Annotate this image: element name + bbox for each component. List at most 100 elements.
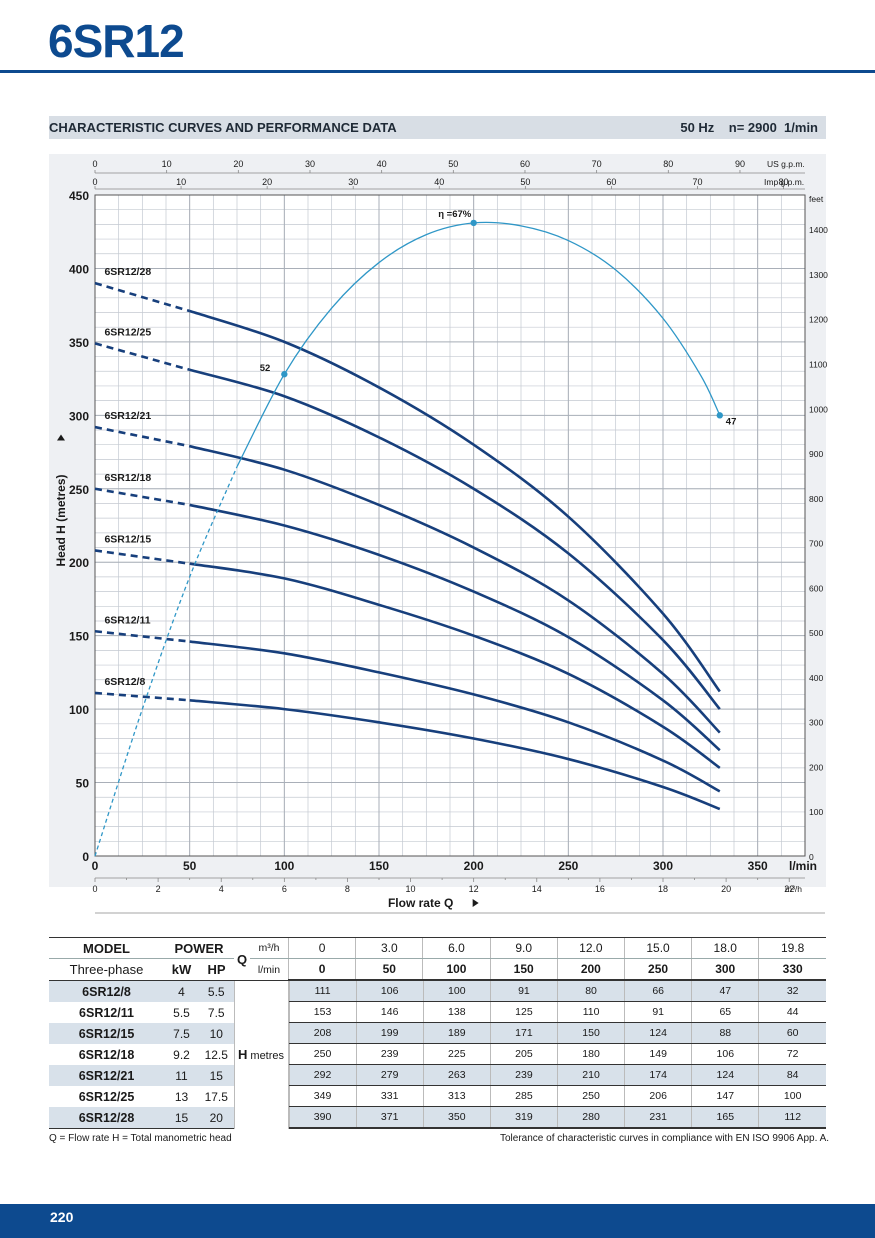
- feet-tick-label: 1200: [809, 315, 828, 325]
- head-value-cell: 174: [624, 1065, 692, 1086]
- head-value-cell: 100: [422, 981, 491, 1002]
- head-value-cell: 110: [556, 1002, 625, 1023]
- plot-border: [94, 194, 806, 857]
- power-hp-cell: 12.5: [204, 1047, 228, 1062]
- head-value-cell: 88: [691, 1023, 759, 1044]
- curve-dashed-segment: [94, 425, 190, 448]
- head-value-cell: 206: [624, 1086, 692, 1107]
- curve-label: 6SR12/15: [104, 533, 151, 545]
- power-kw-cell: 4: [164, 980, 199, 1002]
- head-values: 349 331 313 285 250 206 147 100: [288, 1086, 826, 1107]
- x-tick-label: 350: [748, 859, 768, 873]
- table-row: 6SR12/25 13 17.5 349 331 313 285 250 206 147 100: [49, 1086, 826, 1107]
- usgpm-tick-label: 80: [663, 159, 673, 169]
- flow-value-cell: 300: [691, 959, 759, 980]
- head-value-cell: 91: [624, 1002, 692, 1023]
- head-value-cell: 65: [691, 1002, 759, 1023]
- head-values: 292 279 263 239 210 174 124 84: [288, 1065, 826, 1086]
- head-value-cell: 84: [758, 1065, 826, 1086]
- head-value-cell: 44: [758, 1002, 826, 1023]
- head-values: 208 199 189 171 150 124 88 60: [288, 1023, 826, 1044]
- head-value-cell: 285: [489, 1086, 558, 1107]
- flow-lmin-values: 0 50 100 150 200 250 300 330: [287, 958, 826, 981]
- efficiency-point-label: 47: [726, 416, 737, 427]
- head-value-cell: 146: [355, 1002, 424, 1023]
- flow-value-cell: 19.8: [758, 938, 826, 958]
- usgpm-tick-label: 60: [520, 159, 530, 169]
- x-tick-label: 0: [92, 859, 99, 873]
- table-row: 6SR12/11 5.5 7.5 153 146 138 125 110 91 65 44: [49, 1002, 826, 1023]
- usgpm-unit-label: US g.p.m.: [767, 159, 805, 169]
- feet-tick-label: 100: [809, 807, 823, 817]
- efficiency-curve-dashed: [94, 466, 238, 857]
- head-value-cell: 263: [422, 1065, 491, 1086]
- flow-value-cell: 100: [422, 959, 491, 980]
- model-cell: 6SR12/8: [49, 980, 164, 1002]
- performance-table: MODEL POWER Q m³/h 0 3.0 6.0 9.0 12.0 15.0 18.…: [49, 937, 826, 1129]
- x-unit-label: l/min: [789, 859, 817, 873]
- head-value-cell: 199: [355, 1023, 424, 1044]
- model-cell: 6SR12/11: [79, 1005, 134, 1020]
- m3h-tick-label: 2: [156, 884, 161, 894]
- head-label-cell: H metres: [233, 980, 289, 1129]
- model-cell: 6SR12/28: [49, 1107, 164, 1129]
- head-values: 153 146 138 125 110 91 65 44: [288, 1002, 826, 1023]
- flow-value-cell: 6.0: [422, 938, 491, 958]
- usgpm-tick-label: 10: [162, 159, 172, 169]
- feet-tick-label: 200: [809, 762, 823, 772]
- impgpm-tick-label: 50: [520, 177, 530, 187]
- impgpm-tick-label: 40: [434, 177, 444, 187]
- curve-6SR12-25: [94, 342, 721, 710]
- head-value-cell: 208: [288, 1023, 357, 1044]
- y-axis-arrow: [57, 434, 65, 441]
- efficiency-point: [470, 219, 477, 227]
- flow-value-cell: 50: [355, 959, 423, 980]
- curve-label: 6SR12/18: [104, 472, 151, 484]
- feet-tick-label: 500: [809, 628, 823, 638]
- power-kw-cell: 5.5: [173, 1005, 190, 1020]
- curve-solid-segment: [189, 309, 721, 693]
- curve-solid-segment: [189, 368, 721, 710]
- impgpm-tick-label: 60: [606, 177, 616, 187]
- x-axis-arrow: [472, 899, 479, 907]
- curve-label: 6SR12/25: [104, 326, 151, 338]
- m3h-tick-label: 4: [219, 884, 224, 894]
- section-header: CHARACTERISTIC CURVES AND PERFORMANCE DA…: [49, 116, 826, 139]
- head-value-cell: 138: [422, 1002, 491, 1023]
- head-value-cell: 165: [691, 1107, 759, 1128]
- usgpm-tick-label: 70: [592, 159, 602, 169]
- footnote-legend: Q = Flow rate H = Total manometric head: [49, 1133, 232, 1144]
- y-tick-label: 350: [69, 336, 89, 350]
- head-value-cell: 231: [624, 1107, 692, 1128]
- y-tick-label: 250: [69, 483, 89, 497]
- power-kw-cell: 13: [174, 1089, 189, 1104]
- head-value-cell: 111: [288, 981, 357, 1002]
- head-value-cell: 225: [422, 1044, 491, 1065]
- efficiency-peak-label: η =67%: [438, 209, 472, 220]
- curve-label: 6SR12/11: [104, 614, 150, 626]
- flow-value-cell: 0: [287, 938, 356, 958]
- curve-label: 6SR12/8: [104, 676, 145, 688]
- flow-value-cell: 9.0: [489, 938, 558, 958]
- head-value-cell: 331: [355, 1086, 424, 1107]
- y-tick-label: 300: [69, 409, 89, 423]
- model-cell: 6SR12/21: [49, 1065, 164, 1086]
- head-values: 390 371 350 319 280 231 165 112: [288, 1107, 826, 1129]
- power-hp-cell: 17.5: [204, 1089, 228, 1104]
- table-three-phase: Three-phase: [49, 958, 164, 981]
- y-tick-label: 100: [69, 703, 89, 717]
- m3h-unit-label: m³/h: [785, 884, 802, 894]
- model-cell: 6SR12/15: [49, 1023, 164, 1044]
- head-value-cell: 349: [288, 1086, 357, 1107]
- head-value-cell: 66: [624, 981, 692, 1002]
- usgpm-tick-label: 20: [233, 159, 243, 169]
- table-header-power: POWER: [164, 937, 234, 959]
- power-kw-cell: 11: [164, 1065, 199, 1086]
- flow-value-cell: 0: [287, 959, 356, 980]
- table-hp: HP: [199, 958, 234, 981]
- speed-spec: 50 Hz n= 2900 1/min: [680, 120, 818, 135]
- curve-6SR12-28: [94, 281, 721, 693]
- head-value-cell: 313: [422, 1086, 491, 1107]
- curve-dashed-segment: [94, 549, 190, 565]
